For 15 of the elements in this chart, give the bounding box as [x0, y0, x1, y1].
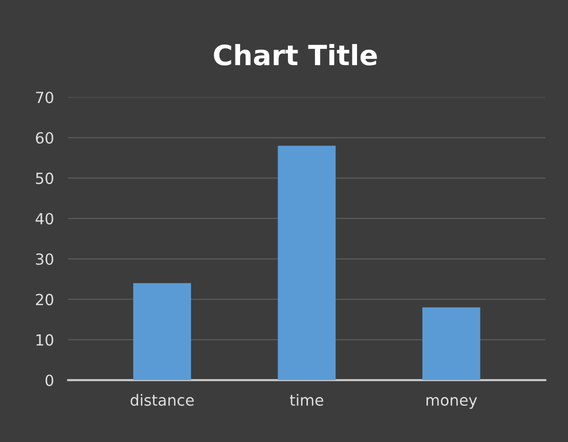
chart-title: Chart Title [214, 44, 377, 66]
y-tick-label: 10 [36, 334, 54, 346]
y-tick-label: 0 [46, 374, 54, 386]
bar [133, 283, 192, 380]
x-tick-label: distance [130, 394, 194, 406]
y-tick-label: 60 [36, 132, 54, 144]
bar [422, 307, 480, 380]
y-tick-label: 40 [36, 212, 54, 224]
y-tick-label: 30 [36, 253, 54, 265]
x-tick-label: time [290, 394, 324, 406]
bar [278, 146, 336, 380]
y-tick-label: 70 [36, 92, 54, 104]
x-tick-label: money [426, 397, 478, 409]
y-tick-label: 50 [36, 172, 54, 184]
y-tick-label: 20 [36, 294, 54, 306]
